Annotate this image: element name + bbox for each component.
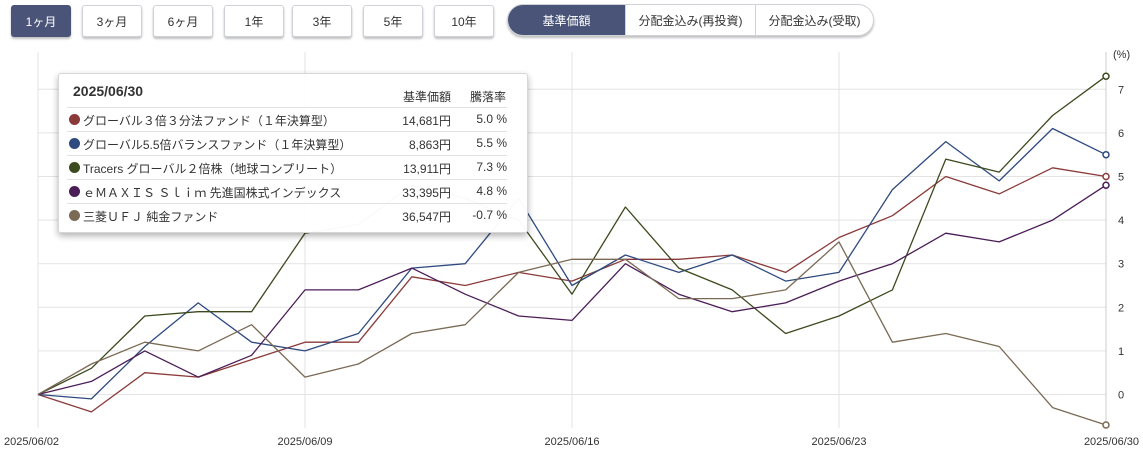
- period-1y-button[interactable]: 1年: [224, 5, 284, 37]
- tooltip-row-price: 8,863円: [408, 138, 451, 152]
- chart-series: [37, 75, 1107, 426]
- tooltip-date: 2025/06/30: [73, 83, 144, 99]
- tooltip-price-header: 基準価額: [403, 90, 452, 104]
- y-tick-label: 1: [1118, 346, 1124, 358]
- y-tick-label: 3: [1118, 259, 1124, 271]
- tooltip-row-name: グローバル３倍３分法ファンド（１年決算型）: [83, 114, 335, 128]
- mode-toggle: 基準価額 分配金込み(再投資) 分配金込み(受取): [507, 4, 874, 36]
- series-color-dot: [69, 138, 80, 149]
- period-6m-button[interactable]: 6ヶ月: [153, 5, 213, 37]
- tooltip-row-price: 13,911円: [403, 162, 451, 176]
- mode-nav-button[interactable]: 基準価額: [508, 5, 626, 35]
- series-line: [37, 184, 1107, 396]
- period-3m-button[interactable]: 3ヶ月: [82, 5, 142, 37]
- y-tick-label: 4: [1118, 215, 1124, 227]
- chart-axis-labels: 0 1 2 3 4 5 6 7 (%) 2025/06/02 2025/06/09 2025/06/1…: [4, 49, 1139, 448]
- chart-end-markers: [1102, 72, 1110, 429]
- period-1m-button[interactable]: 1ヶ月: [11, 5, 71, 37]
- tooltip-row-change: 7.3 %: [476, 160, 507, 174]
- series-color-dot: [69, 114, 80, 125]
- period-5y-button[interactable]: 5年: [363, 5, 423, 37]
- tooltip-row: ｅＭＡＸＩＳ Ｓｌｉｍ 先進国株式インデックス 33,395円 4.8 %: [67, 179, 507, 203]
- x-tick-label: 2025/06/02: [4, 436, 59, 448]
- y-axis-unit: (%): [1113, 49, 1130, 61]
- tooltip-row-name: グローバル5.5倍バランスファンド（１年決算型）: [83, 138, 352, 152]
- y-tick-label: 0: [1118, 390, 1124, 402]
- x-tick-label: 2025/06/30: [1084, 436, 1139, 448]
- tooltip-row-name: ｅＭＡＸＩＳ Ｓｌｉｍ 先進国株式インデックス: [83, 186, 342, 200]
- y-tick-label: 7: [1118, 84, 1124, 96]
- series-line: [37, 241, 1107, 426]
- series-color-dot: [69, 210, 80, 221]
- y-tick-label: 5: [1118, 172, 1124, 184]
- tooltip-row: 三菱ＵＦＪ 純金ファンド 36,547円 -0.7 %: [67, 203, 507, 227]
- tooltip-row-change: -0.7 %: [472, 208, 507, 222]
- tooltip-row-change: 4.8 %: [476, 184, 507, 198]
- x-tick-label: 2025/06/09: [277, 436, 332, 448]
- period-10y-button[interactable]: 10年: [434, 5, 494, 37]
- y-tick-label: 6: [1118, 128, 1124, 140]
- x-tick-label: 2025/06/23: [811, 436, 866, 448]
- series-end-point: [1102, 181, 1110, 189]
- tooltip-row-change: 5.0 %: [476, 112, 507, 126]
- y-tick-label: 2: [1118, 302, 1124, 314]
- tooltip-row-price: 33,395円: [402, 186, 451, 200]
- tooltip-row-change: 5.5 %: [476, 136, 507, 150]
- tooltip-change-header: 騰落率: [470, 90, 507, 104]
- series-line: [37, 167, 1107, 413]
- tooltip-row-name: 三菱ＵＦＪ 純金ファンド: [83, 210, 219, 224]
- tooltip-row-price: 14,681円: [402, 114, 451, 128]
- tooltip-row: グローバル5.5倍バランスファンド（１年決算型） 8,863円 5.5 %: [67, 131, 507, 155]
- series-end-point: [1102, 421, 1110, 429]
- chart-tooltip: 2025/06/30 基準価額 騰落率 グローバル３倍３分法ファンド（１年決算型…: [58, 73, 528, 233]
- tooltip-row: グローバル３倍３分法ファンド（１年決算型） 14,681円 5.0 %: [67, 107, 507, 131]
- period-3y-button[interactable]: 3年: [292, 5, 352, 37]
- series-line: [37, 75, 1107, 396]
- mode-received-button[interactable]: 分配金込み(受取): [768, 13, 861, 28]
- mode-reinvest-button[interactable]: 分配金込み(再投資): [626, 5, 756, 35]
- series-color-dot: [69, 162, 80, 173]
- series-line: [37, 127, 1107, 400]
- series-end-point: [1102, 72, 1110, 80]
- x-tick-label: 2025/06/16: [544, 436, 599, 448]
- tooltip-row: Tracers グローバル２倍株（地球コンプリート） 13,911円 7.3 %: [67, 155, 507, 179]
- series-color-dot: [69, 186, 80, 197]
- tooltip-row-price: 36,547円: [402, 210, 451, 224]
- series-end-point: [1102, 172, 1110, 181]
- series-end-point: [1102, 150, 1110, 159]
- tooltip-row-name: Tracers グローバル２倍株（地球コンプリート）: [83, 162, 343, 176]
